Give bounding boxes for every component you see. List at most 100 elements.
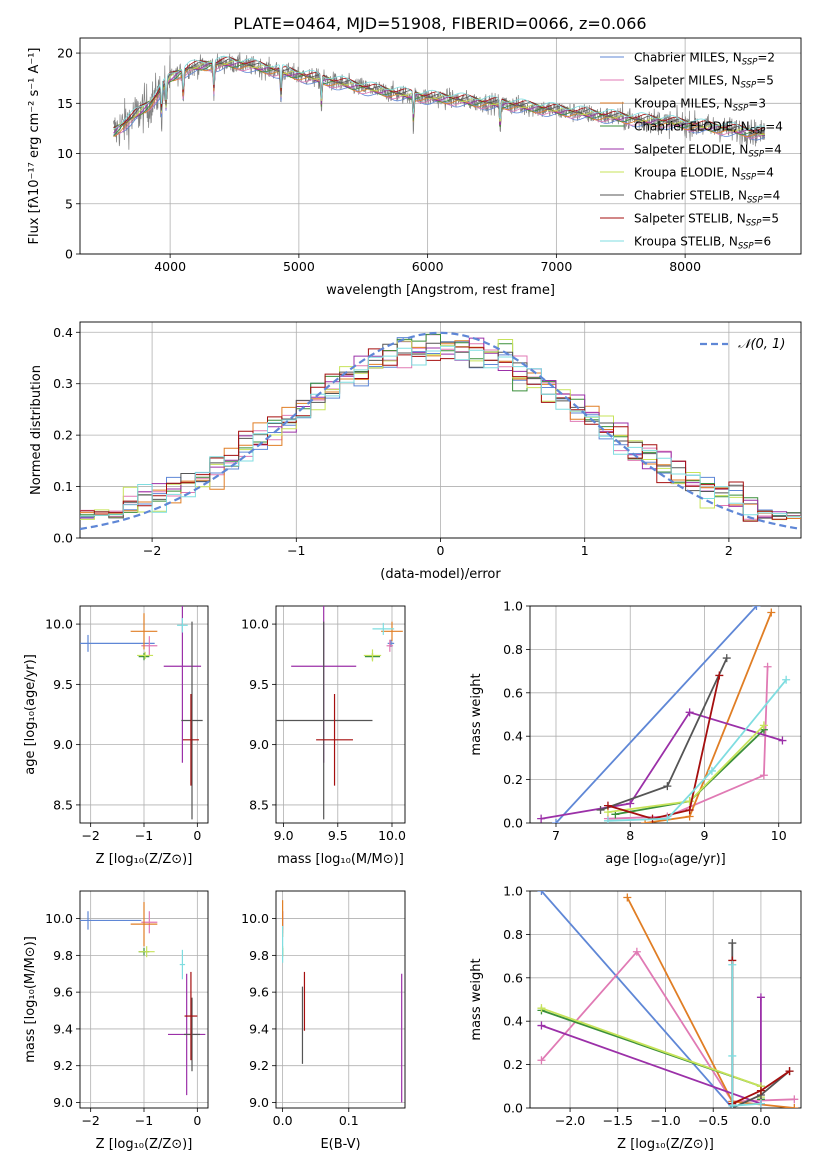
legend-label: Salpeter MILES, NSSP=5 bbox=[634, 74, 774, 91]
x-tick-label: 8000 bbox=[669, 259, 701, 274]
y-tick-label: 9.5 bbox=[53, 677, 73, 692]
mass-weight-marker bbox=[790, 1104, 799, 1108]
y-tick-label: 9.6 bbox=[53, 985, 73, 1000]
y-tick-label: 0.6 bbox=[503, 970, 523, 985]
x-tick-label: −1 bbox=[135, 828, 153, 843]
y-tick-label: 8.5 bbox=[53, 797, 73, 812]
mass-vs-Z-frame bbox=[79, 890, 209, 1109]
y-tick-label: 8.5 bbox=[249, 797, 269, 812]
legend-label: Salpeter STELIB, NSSP=5 bbox=[634, 212, 779, 229]
mass-weight-marker bbox=[632, 947, 641, 956]
mass-weight-marker bbox=[603, 801, 612, 810]
spectrum-panel: 4000 5000 6000 7000 8000 0 5 10 15 20 wavelength [… bbox=[27, 37, 802, 298]
age-vs-mass-plot-area bbox=[276, 606, 403, 820]
legend-label: Chabrier MILES, NSSP=2 bbox=[634, 51, 775, 68]
mass-weight-marker bbox=[728, 939, 737, 948]
residual-histogram-step bbox=[80, 346, 801, 522]
y-tick-label: 9.2 bbox=[249, 1058, 269, 1073]
spectrum-frame bbox=[79, 37, 802, 255]
x-tick-label: 10.0 bbox=[378, 828, 406, 843]
y-tick-label: 0.8 bbox=[503, 642, 523, 657]
x-tick-label: 9.0 bbox=[274, 828, 294, 843]
legend-label: Chabrier STELIB, NSSP=4 bbox=[634, 189, 780, 206]
x-tick-label: 5000 bbox=[283, 259, 315, 274]
mass-weight-marker bbox=[537, 1056, 546, 1065]
x-tick-label: −2 bbox=[81, 828, 99, 843]
legend-label: Kroupa STELIB, NSSP=6 bbox=[634, 235, 771, 252]
spectrum-model-line bbox=[113, 62, 765, 137]
y-tick-label: 0.1 bbox=[53, 479, 73, 494]
age-vs-Z-frame bbox=[79, 605, 209, 824]
spectrum-model-line bbox=[113, 58, 765, 134]
mass-weight-marker bbox=[756, 1086, 765, 1095]
y-tick-label: 20 bbox=[57, 46, 73, 61]
x-tick-label: −1.5 bbox=[603, 1113, 633, 1128]
x-tick-label: 10 bbox=[771, 828, 787, 843]
mass-weight-line bbox=[607, 666, 769, 820]
mass-weight-marker bbox=[715, 671, 724, 680]
mass-weight-vs-age-xlabel: age [log₁₀(age/yr)] bbox=[605, 852, 726, 867]
mass-weight-marker bbox=[756, 1099, 765, 1108]
mass-weight-line bbox=[540, 950, 795, 1103]
residuals-xlabel: (data-model)/error bbox=[380, 567, 501, 582]
mass-weight-marker bbox=[537, 814, 546, 823]
mass-weight-vs-age-panel: 7 8 9 10 0.0 0.2 0.4 0.6 0.8 1.0 age [log₁₀(age/yr… bbox=[469, 599, 802, 867]
mass-weight-line bbox=[607, 679, 787, 822]
mass-weight-marker bbox=[785, 1067, 794, 1076]
y-tick-label: 10.0 bbox=[241, 911, 269, 926]
x-tick-label: −2 bbox=[81, 1113, 99, 1128]
mass-weight-marker bbox=[756, 993, 765, 1002]
x-tick-label: 0.0 bbox=[751, 1113, 771, 1128]
legend-label: Salpeter ELODIE, NSSP=4 bbox=[634, 143, 782, 160]
x-tick-label: −1 bbox=[135, 1113, 153, 1128]
x-tick-label: 7 bbox=[552, 828, 560, 843]
y-tick-label: 9.2 bbox=[53, 1058, 73, 1073]
spectrum-title: PLATE=0464, MJD=51908, FIBERID=0066, z=0… bbox=[233, 14, 646, 33]
residuals-frame bbox=[79, 321, 802, 539]
mass-vs-Z-panel: −2 −1 0 9.0 9.2 9.4 9.6 9.8 10.0 Z [log₁₀(Z/Z⊙)] m… bbox=[23, 890, 209, 1152]
mass-weight-marker bbox=[767, 608, 776, 617]
mass-weight-marker bbox=[551, 819, 560, 823]
mass-weight-vs-Z-plot-area bbox=[537, 891, 799, 1108]
y-tick-label: 9.4 bbox=[53, 1021, 73, 1036]
age-vs-Z-xlabel: Z [log₁₀(Z/Z⊙)] bbox=[96, 852, 193, 867]
x-tick-label: 1 bbox=[581, 543, 589, 558]
x-tick-label: −1 bbox=[287, 543, 305, 558]
y-tick-label: 0.6 bbox=[503, 685, 523, 700]
spectrum-plot-area bbox=[113, 52, 766, 150]
x-tick-label: 7000 bbox=[540, 259, 572, 274]
mass-weight-marker bbox=[790, 1095, 799, 1104]
y-tick-label: 0 bbox=[65, 247, 73, 262]
mass-weight-marker bbox=[537, 1021, 546, 1030]
y-tick-label: 1.0 bbox=[503, 884, 523, 899]
normal-legend-label: 𝒩(0, 1) bbox=[738, 337, 785, 352]
mass-weight-marker bbox=[759, 771, 768, 780]
mass-weight-line bbox=[731, 964, 761, 1107]
y-tick-label: 0.3 bbox=[53, 376, 73, 391]
mass-weight-marker bbox=[782, 675, 791, 684]
mass-vs-ebv-frame bbox=[275, 890, 406, 1109]
y-tick-label: 15 bbox=[57, 96, 73, 111]
mass-weight-marker bbox=[728, 1051, 737, 1060]
y-tick-label: 0.0 bbox=[503, 816, 523, 831]
y-tick-label: 9.0 bbox=[249, 737, 269, 752]
mass-weight-line bbox=[540, 711, 783, 820]
mass-weight-vs-Z-frame bbox=[529, 890, 802, 1109]
x-tick-label: 0.0 bbox=[273, 1113, 293, 1128]
mass-weight-vs-age-frame bbox=[529, 605, 802, 824]
mass-weight-line bbox=[541, 997, 762, 1105]
residuals-plot-area bbox=[80, 331, 801, 531]
x-tick-label: 6000 bbox=[412, 259, 444, 274]
mass-weight-line bbox=[607, 675, 721, 820]
x-tick-label: −0.5 bbox=[698, 1113, 728, 1128]
mass-weight-marker bbox=[603, 816, 612, 823]
x-tick-label: 9 bbox=[701, 828, 709, 843]
mass-weight-vs-Z-xlabel: Z [log₁₀(Z/Z⊙)] bbox=[617, 1137, 714, 1152]
y-tick-label: 5 bbox=[65, 196, 73, 211]
age-vs-Z-panel: −2 −1 0 8.5 9.0 9.5 10.0 Z [log₁₀(Z/Z⊙)] age [lo… bbox=[23, 605, 209, 867]
mass-weight-marker bbox=[663, 782, 672, 791]
mass-weight-vs-age-ylabel: mass weight bbox=[469, 673, 484, 755]
residuals-panel: −2 −1 0 1 2 0.0 0.1 0.2 0.3 0.4 (data-model)/error… bbox=[29, 321, 802, 582]
spectrum-ylabel: Flux [fλ10⁻¹⁷ erg cm⁻² s⁻¹ A⁻¹] bbox=[27, 48, 42, 245]
x-tick-label: 0.1 bbox=[339, 1113, 359, 1128]
